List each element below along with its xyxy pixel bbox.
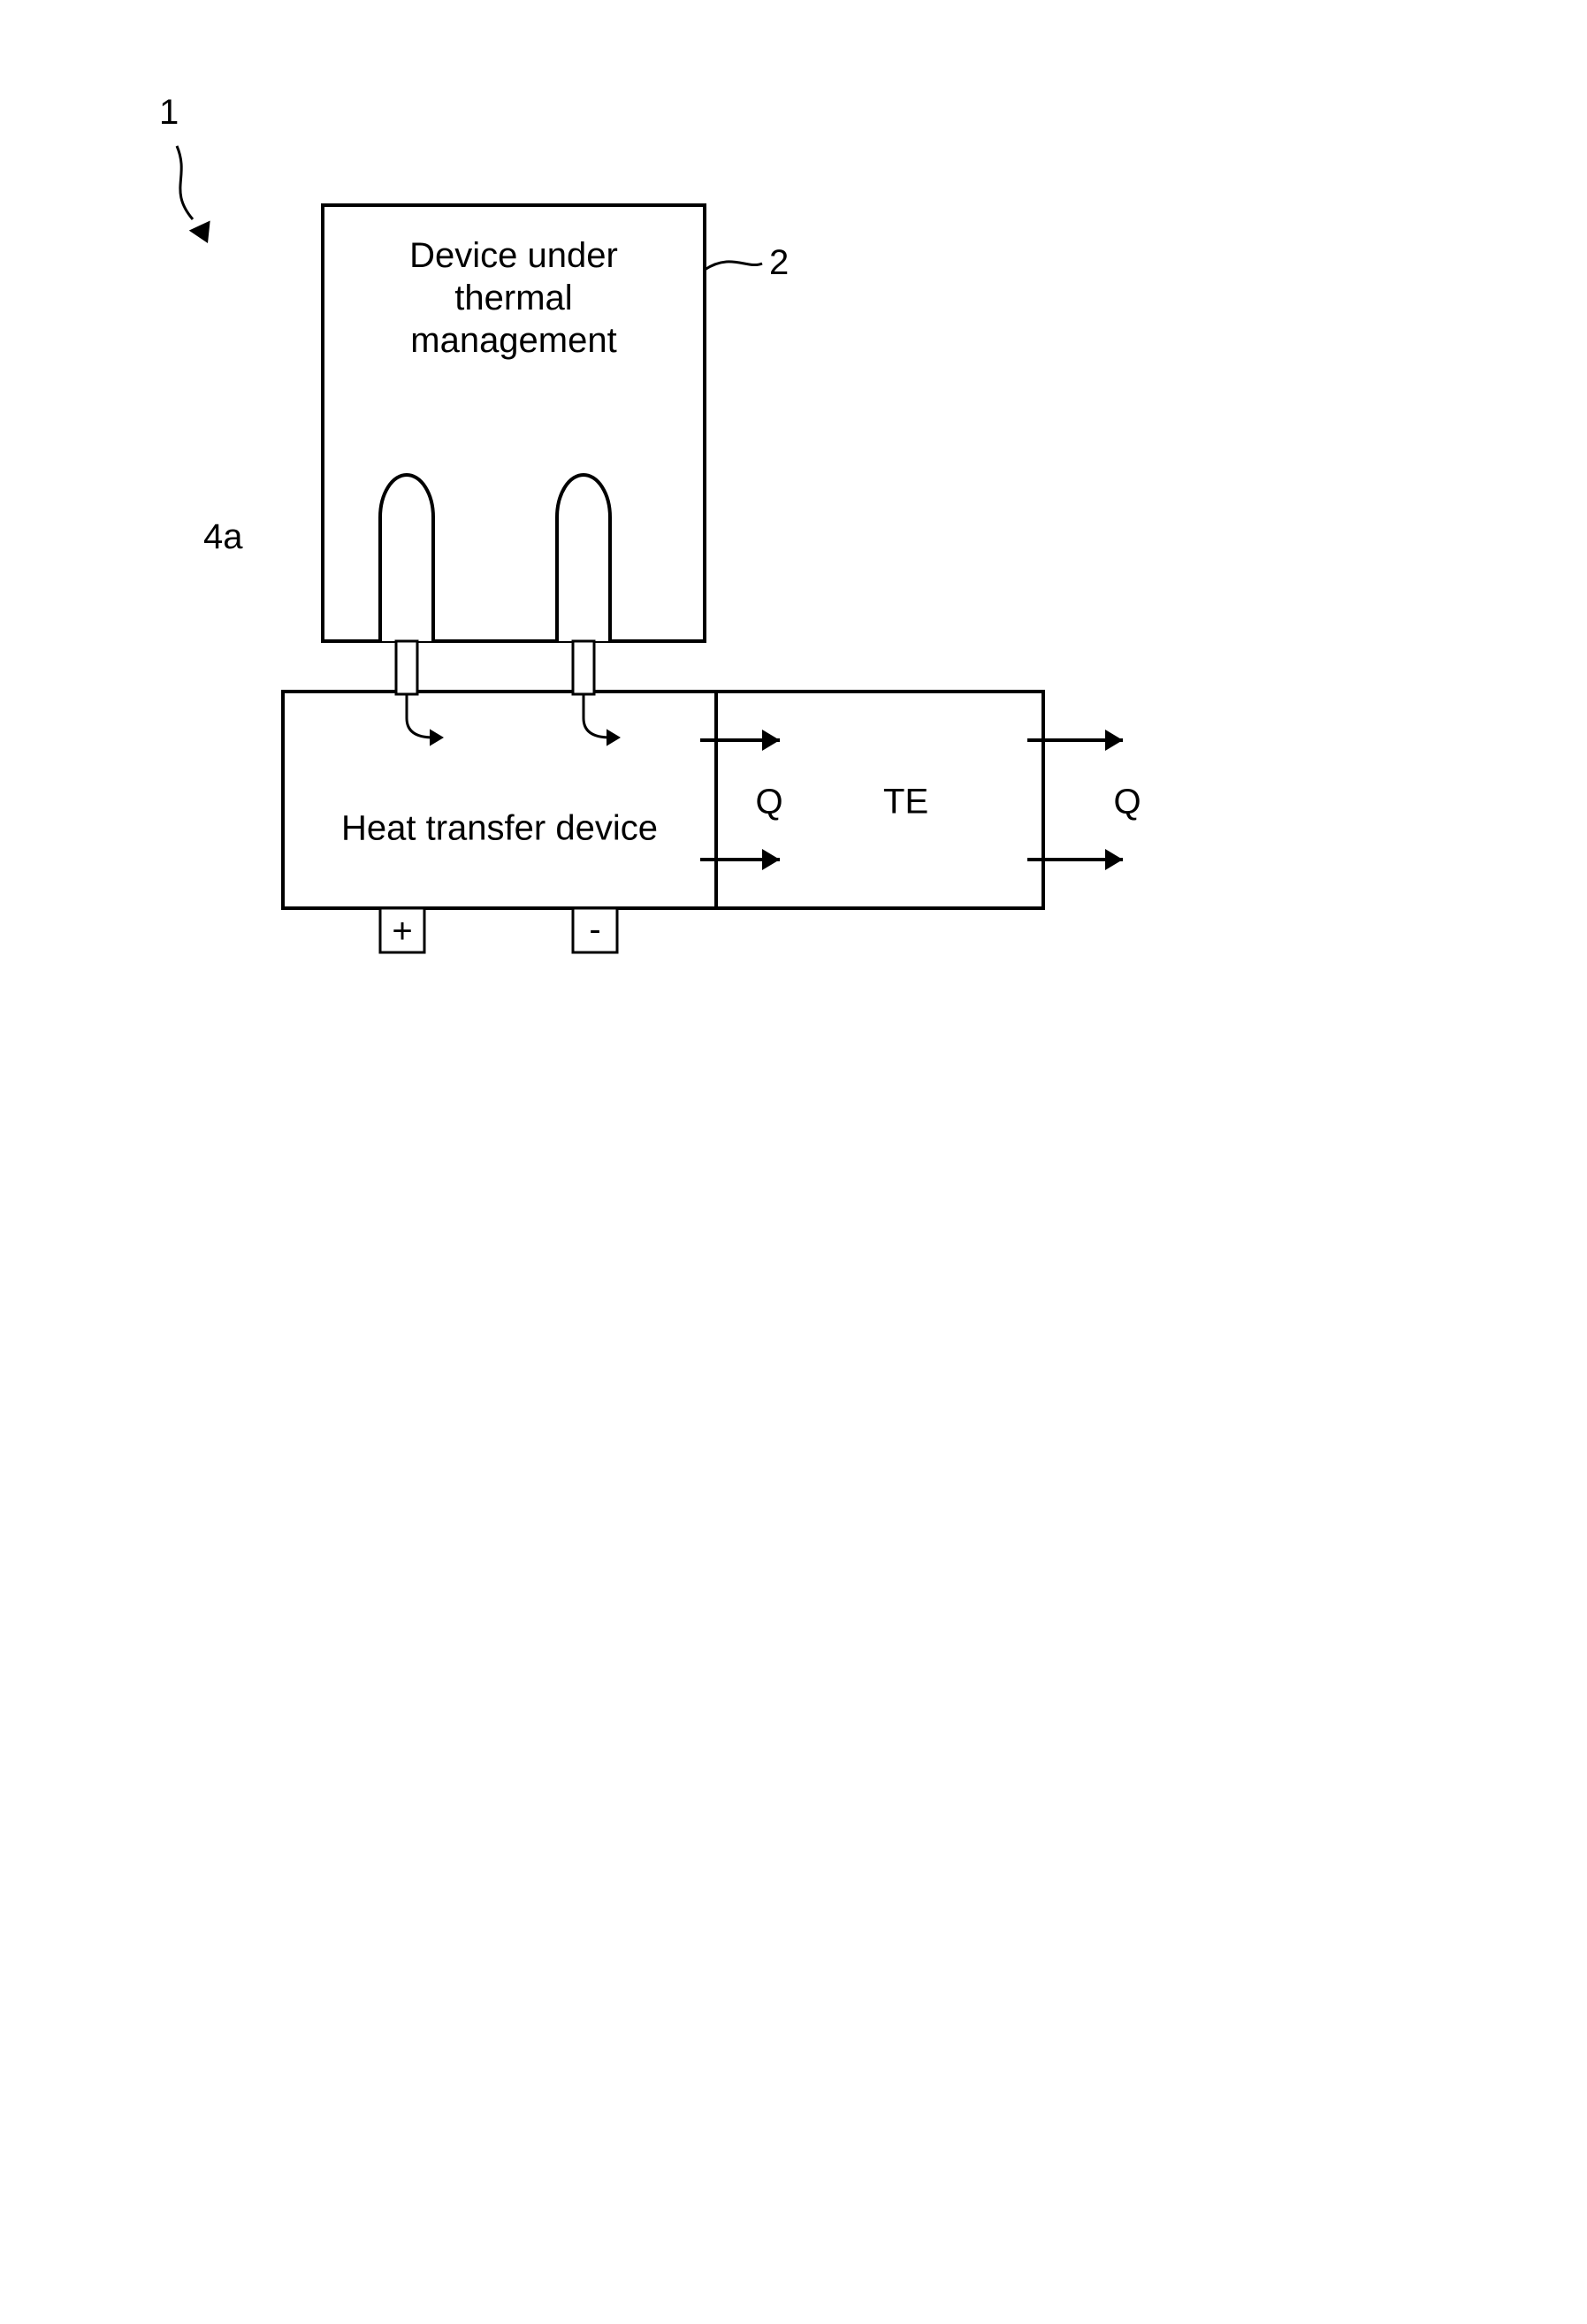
fig3-q-out-top-head <box>1105 730 1123 751</box>
fig3-label-4a: 4a <box>203 517 243 556</box>
fig3-te-text: TE <box>883 783 928 822</box>
fig3-label-2: 2 <box>769 243 789 282</box>
fig3-label-1-arrow <box>189 220 218 248</box>
fig3-label-1: 1 <box>159 93 179 132</box>
fig3-Q-left: Q <box>755 783 782 822</box>
fig3-label-1-leader <box>177 146 193 219</box>
fig3-htd-box <box>283 692 716 908</box>
fig3-minus: - <box>589 910 600 949</box>
fig3-neck-a-top <box>396 641 417 694</box>
fig3-htd-text: Heat transfer device <box>341 809 658 848</box>
fig3-pin-b <box>557 475 610 641</box>
fig3-pin-a <box>380 475 433 641</box>
fig3-q-out-bot-head <box>1105 849 1123 870</box>
fig3-plus: + <box>392 912 412 951</box>
fig3-Q-right: Q <box>1113 783 1141 822</box>
fig3-label-2-leader <box>705 262 762 270</box>
fig3-neck-b-top <box>573 641 594 694</box>
